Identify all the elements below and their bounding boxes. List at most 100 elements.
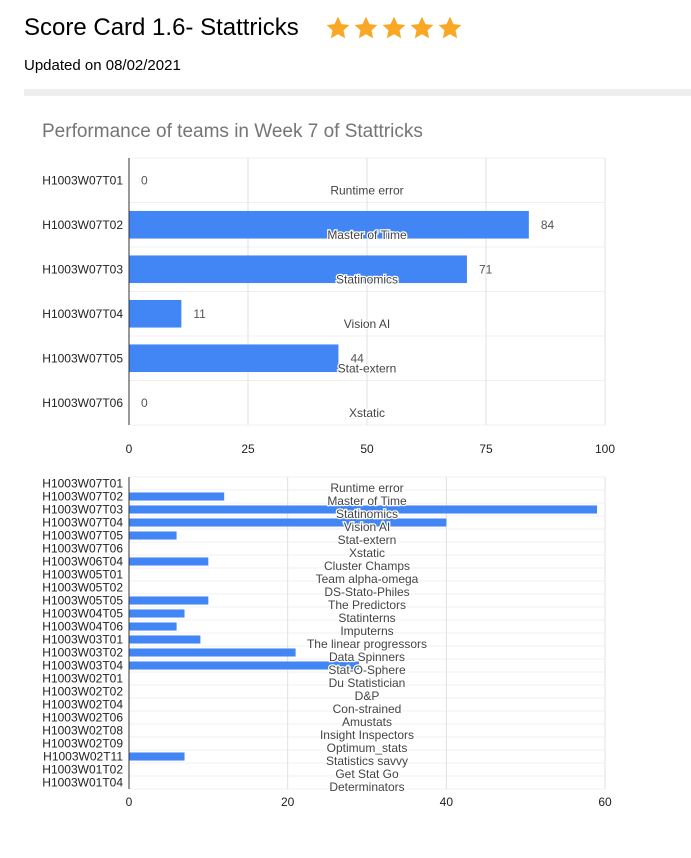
star-icon (438, 16, 462, 39)
category-label: H1003W06T04 (42, 555, 123, 569)
team-name-label: Vision AI (344, 520, 390, 534)
team-name-label: Team alpha-omega (316, 572, 419, 586)
bar (129, 661, 360, 670)
category-label: H1003W07T02 (42, 218, 123, 232)
team-name-label: Amustats (342, 715, 392, 729)
category-label: H1003W01T02 (42, 763, 123, 777)
week7-bar-chart: 0 25 50 75 100 H1003W07T01 0 Runtime error H1003… (42, 157, 615, 456)
x-tick-label: 25 (241, 442, 255, 456)
category-label: H1003W02T01 (42, 672, 123, 686)
data-label: 84 (541, 218, 555, 232)
category-label: H1003W03T04 (42, 659, 123, 673)
team-name-label: Stat-extern (338, 533, 397, 547)
team-name-label: Xstatic (349, 546, 385, 560)
bar (129, 609, 185, 618)
category-label: H1003W07T03 (42, 262, 123, 276)
bar (129, 635, 201, 644)
team-name-label: Master of Time (327, 494, 407, 508)
team-name-label: Optimum_stats (327, 741, 408, 755)
star-icon (326, 16, 350, 39)
divider (24, 89, 691, 96)
category-label: H1003W03T02 (42, 646, 123, 660)
team-name-label: Statistics savvy (326, 754, 408, 768)
bar (129, 299, 182, 328)
category-label: H1003W01T04 (42, 776, 123, 790)
team-name-label: Statinomics (336, 272, 398, 286)
header: Score Card 1.6- Stattricks (24, 10, 684, 46)
category-label: H1003W03T01 (42, 633, 123, 647)
bar (129, 255, 467, 284)
category-label: H1003W02T02 (42, 685, 123, 699)
category-label: H1003W05T02 (42, 581, 123, 595)
bar (129, 752, 185, 761)
x-tick-label: 75 (479, 442, 493, 456)
team-name-label: Imputerns (340, 624, 393, 638)
team-name-label: Du Statistician (329, 676, 406, 690)
category-label: H1003W04T06 (42, 620, 123, 634)
team-name-label: Xstatic (349, 406, 385, 420)
page-title: Score Card 1.6- Stattricks (24, 14, 299, 41)
category-label: H1003W02T06 (42, 711, 123, 725)
team-name-label: The Predictors (328, 598, 406, 612)
updated-date: Updated on 08/02/2021 (24, 57, 181, 74)
bar (129, 518, 447, 527)
team-name-label: Vision AI (344, 317, 390, 331)
category-label: H1003W07T03 (42, 503, 123, 517)
bar (129, 557, 209, 566)
team-name-label: Statinterns (338, 611, 395, 625)
bar (129, 492, 225, 501)
team-name-label: Runtime error (330, 481, 403, 495)
category-label: H1003W07T02 (42, 490, 123, 504)
team-name-label: Runtime error (330, 183, 403, 197)
team-name-label: Master of Time (327, 228, 407, 242)
category-label: H1003W02T11 (43, 750, 123, 764)
chart-title: Performance of teams in Week 7 of Stattr… (42, 121, 423, 142)
category-label: H1003W07T05 (42, 351, 123, 365)
bar (129, 648, 296, 657)
x-tick-label: 40 (440, 795, 454, 809)
category-label: H1003W07T06 (42, 396, 123, 410)
x-tick-label: 60 (598, 795, 612, 809)
data-label: 11 (193, 307, 206, 321)
x-tick-label: 20 (281, 795, 295, 809)
team-name-label: Cluster Champs (324, 559, 410, 573)
category-label: H1003W07T01 (42, 477, 123, 491)
category-label: H1003W07T04 (42, 307, 123, 321)
team-name-label: D&P (355, 689, 380, 703)
bar (129, 505, 598, 514)
title-row: Score Card 1.6- Stattricks (24, 10, 684, 46)
team-name-label: DS-Stato-Philes (324, 585, 409, 599)
team-name-label: Determinators (329, 780, 404, 794)
star-icon (354, 16, 378, 39)
bar (129, 596, 209, 605)
category-label: H1003W05T05 (42, 594, 123, 608)
team-name-label: Stat-O-Sphere (328, 663, 406, 677)
category-label: H1003W04T05 (42, 607, 123, 621)
category-label: H1003W07T05 (42, 529, 123, 543)
team-name-label: Get Stat Go (335, 767, 399, 781)
x-tick-label: 100 (595, 442, 615, 456)
data-label: 44 (350, 351, 364, 365)
team-name-label: Stat-extern (338, 361, 397, 375)
team-name-label: Con-strained (333, 702, 402, 716)
team-name-label: The linear progressors (307, 637, 427, 651)
star-rating (325, 15, 465, 41)
bar (129, 344, 339, 373)
all-teams-bar-chart: 0 20 40 60 H1003W07T01 Runtime error H1003W07T… (42, 476, 612, 809)
category-label: H1003W07T06 (42, 542, 123, 556)
x-tick-label: 0 (126, 442, 133, 456)
category-label: H1003W07T04 (42, 516, 123, 530)
bar (129, 622, 177, 631)
category-label: H1003W02T04 (42, 698, 123, 712)
category-label: H1003W02T08 (42, 724, 123, 738)
data-label: 0 (141, 173, 148, 187)
bar (129, 531, 177, 540)
star-icon (382, 16, 406, 39)
bar (129, 210, 529, 239)
team-name-label: Insight Inspectors (320, 728, 414, 742)
category-label: H1003W07T01 (42, 173, 123, 187)
category-label: H1003W02T09 (42, 737, 123, 751)
data-label: 71 (479, 262, 493, 276)
x-tick-label: 50 (360, 442, 374, 456)
team-name-label: Data Spinners (329, 650, 405, 664)
